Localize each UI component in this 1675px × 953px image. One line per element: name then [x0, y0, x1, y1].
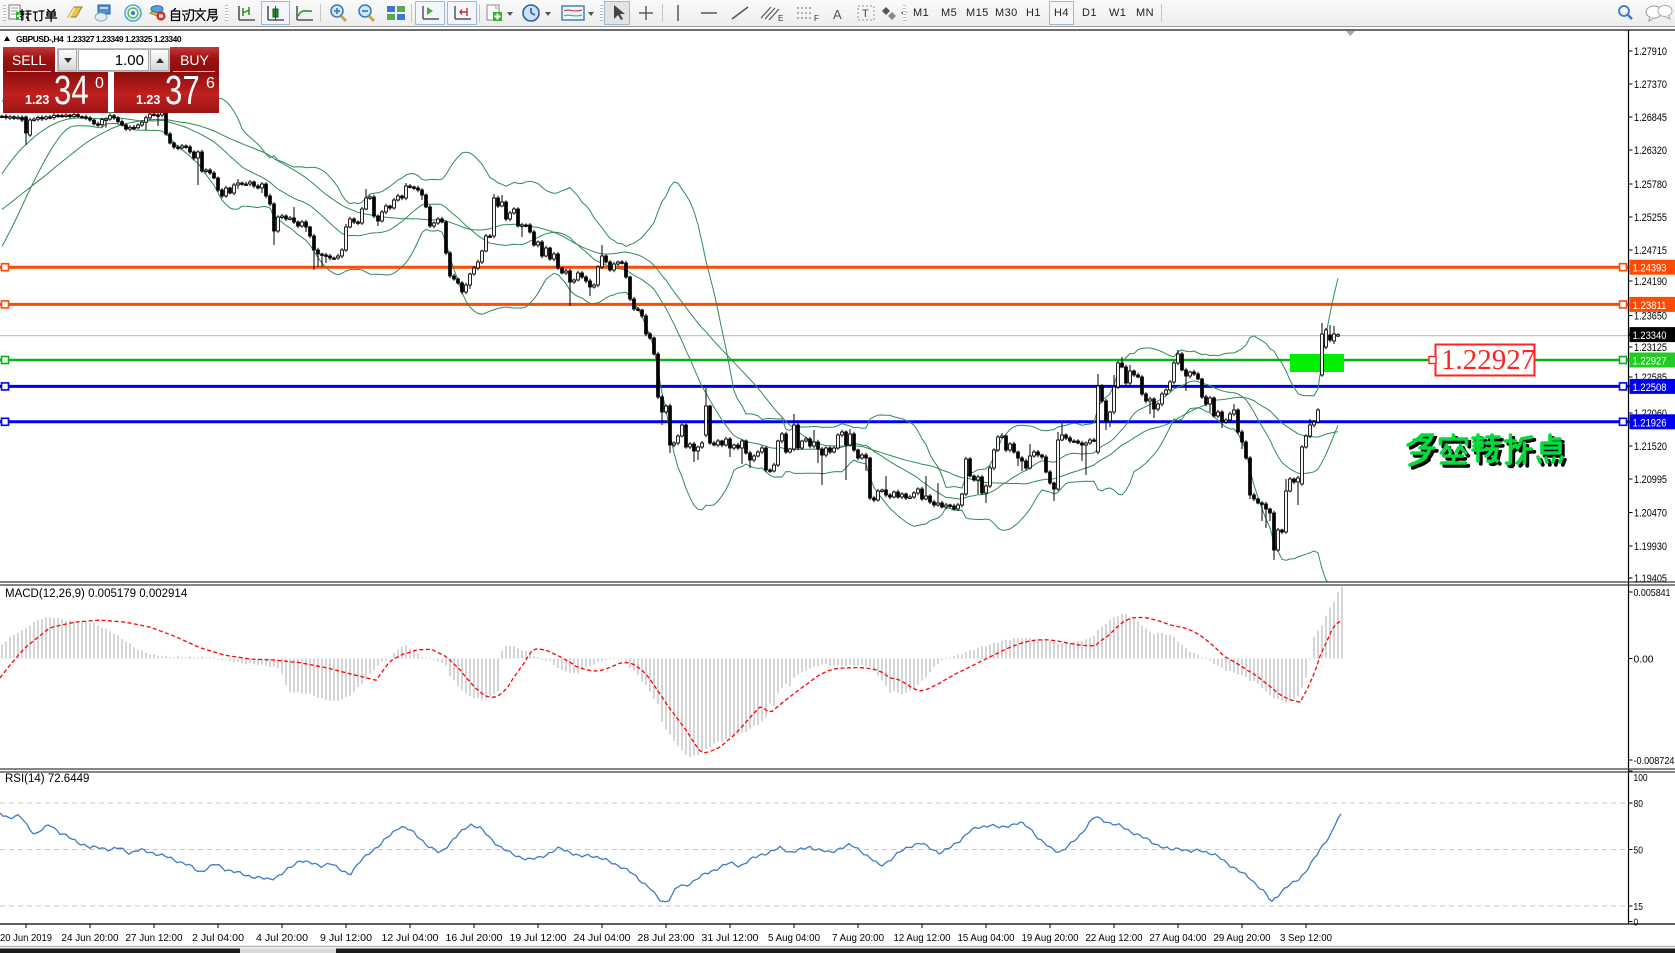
svg-text:9 Jul 12:00: 9 Jul 12:00	[320, 933, 372, 944]
svg-text:1.26845: 1.26845	[1634, 112, 1667, 124]
svg-text:100: 100	[1634, 773, 1648, 784]
svg-text:1.23125: 1.23125	[1634, 342, 1667, 354]
svg-text:16 Jul 20:00: 16 Jul 20:00	[446, 933, 503, 944]
svg-text:24 Jun 20:00: 24 Jun 20:00	[62, 933, 119, 944]
svg-text:1.25255: 1.25255	[1634, 212, 1667, 224]
svg-text:29 Aug 20:00: 29 Aug 20:00	[1214, 933, 1271, 944]
svg-text:19 Aug 20:00: 19 Aug 20:00	[1022, 933, 1079, 944]
svg-text:19 Jul 12:00: 19 Jul 12:00	[510, 933, 567, 944]
svg-text:1.24190: 1.24190	[1634, 276, 1667, 288]
svg-text:RSI(14) 72.6449: RSI(14) 72.6449	[5, 773, 89, 785]
svg-text:T: T	[862, 8, 869, 20]
svg-text:1.22508: 1.22508	[1633, 382, 1667, 394]
svg-text:0.00: 0.00	[1634, 655, 1654, 666]
svg-text:24 Jul 04:00: 24 Jul 04:00	[574, 933, 631, 944]
svg-text:20 Jun 2019: 20 Jun 2019	[0, 933, 52, 944]
svg-text:1.20470: 1.20470	[1634, 508, 1667, 520]
svg-text:1.21926: 1.21926	[1633, 417, 1667, 429]
svg-text:1.23811: 1.23811	[1633, 300, 1667, 312]
svg-text:1.19930: 1.19930	[1634, 541, 1667, 553]
svg-text:1.27370: 1.27370	[1634, 79, 1667, 91]
svg-text:7 Aug 20:00: 7 Aug 20:00	[832, 933, 884, 944]
svg-text:-0.008724: -0.008724	[1634, 756, 1675, 767]
svg-text:12 Jul 04:00: 12 Jul 04:00	[382, 933, 439, 944]
svg-text:F: F	[814, 14, 819, 23]
svg-text:15 Aug 04:00: 15 Aug 04:00	[958, 933, 1015, 944]
svg-text:12 Aug 12:00: 12 Aug 12:00	[894, 933, 951, 944]
svg-text:0: 0	[1634, 918, 1639, 929]
svg-text:2 Jul 04:00: 2 Jul 04:00	[192, 933, 244, 944]
svg-text:1.24393: 1.24393	[1633, 263, 1667, 275]
svg-text:E: E	[778, 14, 783, 23]
svg-text:1.24715: 1.24715	[1634, 245, 1667, 257]
svg-text:5 Aug 04:00: 5 Aug 04:00	[768, 933, 820, 944]
svg-text:1.27910: 1.27910	[1634, 46, 1667, 58]
svg-text:4 Jul 20:00: 4 Jul 20:00	[256, 933, 308, 944]
svg-text:1.21520: 1.21520	[1634, 441, 1667, 453]
svg-text:0.005841: 0.005841	[1634, 588, 1671, 599]
svg-text:50: 50	[1634, 846, 1644, 857]
svg-text:MACD(12,26,9) 0.005179 0.00291: MACD(12,26,9) 0.005179 0.002914	[5, 588, 188, 600]
svg-text:1.25780: 1.25780	[1634, 179, 1667, 191]
svg-text:22 Aug 12:00: 22 Aug 12:00	[1086, 933, 1143, 944]
svg-text:1.20995: 1.20995	[1634, 474, 1667, 486]
svg-text:15: 15	[1634, 902, 1644, 913]
svg-text:1.19405: 1.19405	[1634, 573, 1667, 585]
svg-text:1.26320: 1.26320	[1634, 145, 1667, 157]
svg-text:31 Jul 12:00: 31 Jul 12:00	[702, 933, 759, 944]
svg-text:3 Sep 12:00: 3 Sep 12:00	[1280, 933, 1332, 944]
svg-text:80: 80	[1634, 799, 1644, 810]
svg-text:27 Aug 04:00: 27 Aug 04:00	[1150, 933, 1207, 944]
svg-text:1.23340: 1.23340	[1633, 330, 1667, 342]
svg-text:1.23650: 1.23650	[1634, 311, 1667, 323]
svg-text:1.22927: 1.22927	[1633, 356, 1667, 368]
svg-text:27 Jun 12:00: 27 Jun 12:00	[126, 933, 183, 944]
svg-text:1.22927: 1.22927	[1441, 344, 1535, 376]
svg-text:28 Jul 23:00: 28 Jul 23:00	[638, 933, 695, 944]
